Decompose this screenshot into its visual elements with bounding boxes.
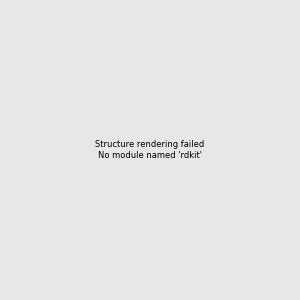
- Text: Structure rendering failed
No module named 'rdkit': Structure rendering failed No module nam…: [95, 140, 205, 160]
